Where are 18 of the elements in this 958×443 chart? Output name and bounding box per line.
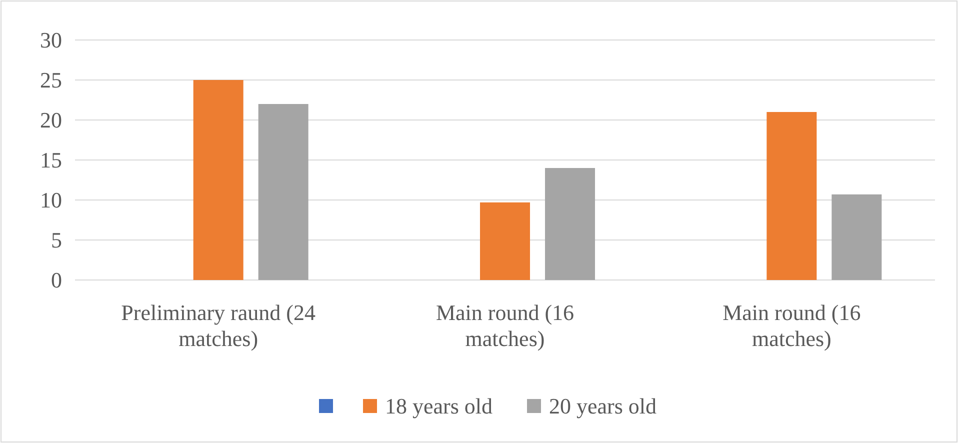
bar <box>258 104 308 280</box>
bar <box>193 80 244 280</box>
y-tick-label: 10 <box>40 188 62 212</box>
x-tick-label: Preliminary raund (24 matches) <box>121 300 316 351</box>
y-tick-label: 15 <box>40 148 62 172</box>
bar <box>545 168 595 280</box>
bar <box>832 194 882 280</box>
y-tick-label: 0 <box>51 268 62 292</box>
x-tick-label: Main round (16 matches) <box>436 300 574 351</box>
y-tick-label: 30 <box>40 28 62 52</box>
legend-label: 20 years old <box>549 394 657 418</box>
bar <box>480 202 530 280</box>
y-tick-label: 20 <box>40 108 62 132</box>
y-tick-label: 5 <box>51 228 62 252</box>
legend-label: 18 years old <box>385 394 493 418</box>
bar <box>766 112 817 280</box>
y-tick-label: 25 <box>40 68 62 92</box>
x-tick-label: Main round (16 matches) <box>722 300 861 351</box>
